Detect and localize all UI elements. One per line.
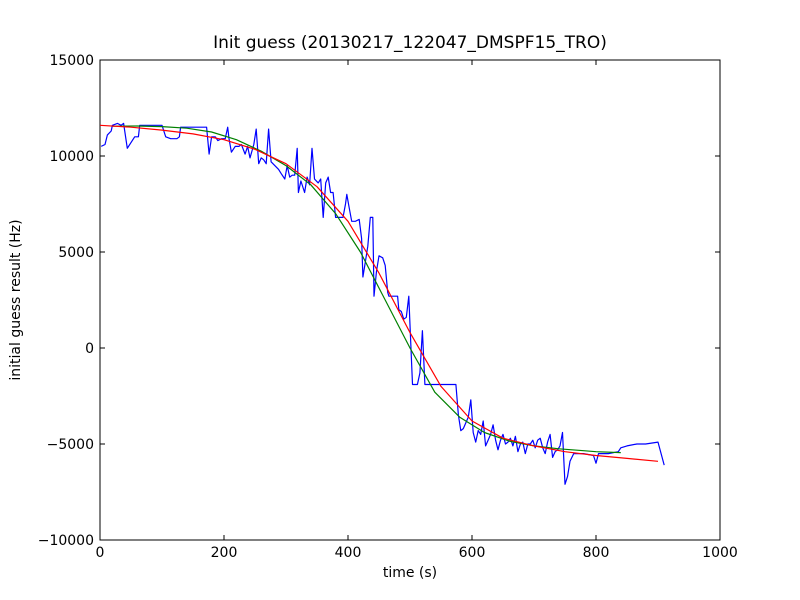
y-axis-label: initial guess result (Hz) — [8, 219, 24, 380]
x-tick-label: 0 — [96, 545, 105, 561]
series-line-3 — [99, 124, 659, 462]
y-tick-label: −5000 — [47, 437, 94, 453]
x-axis-label: time (s) — [383, 565, 437, 581]
x-tick-label: 600 — [459, 545, 486, 561]
y-tick-label: 5000 — [58, 245, 94, 261]
y-tick-label: 10000 — [49, 149, 94, 165]
plot-frame — [99, 59, 721, 541]
y-tick-label: 15000 — [49, 53, 94, 69]
y-tick-label: 0 — [85, 341, 94, 357]
tick-layer: 0 200 400 600 800 1000 −10000 −5000 0 5000 10000 15… — [38, 53, 738, 561]
x-tick-label: 1000 — [702, 545, 738, 561]
x-tick-label: 800 — [583, 545, 610, 561]
x-tick-label: 400 — [335, 545, 362, 561]
chart-title: Init guess (20130217_122047_DMSPF15_TRO) — [213, 33, 607, 53]
x-tick-label: 200 — [211, 545, 238, 561]
y-tick-label: −10000 — [38, 533, 94, 549]
series-layer — [99, 122, 665, 485]
plot-area: 0 200 400 600 800 1000 −10000 −5000 0 5000 10000 15… — [38, 53, 738, 561]
series-line-1 — [100, 122, 665, 485]
series-line-2 — [112, 125, 621, 454]
